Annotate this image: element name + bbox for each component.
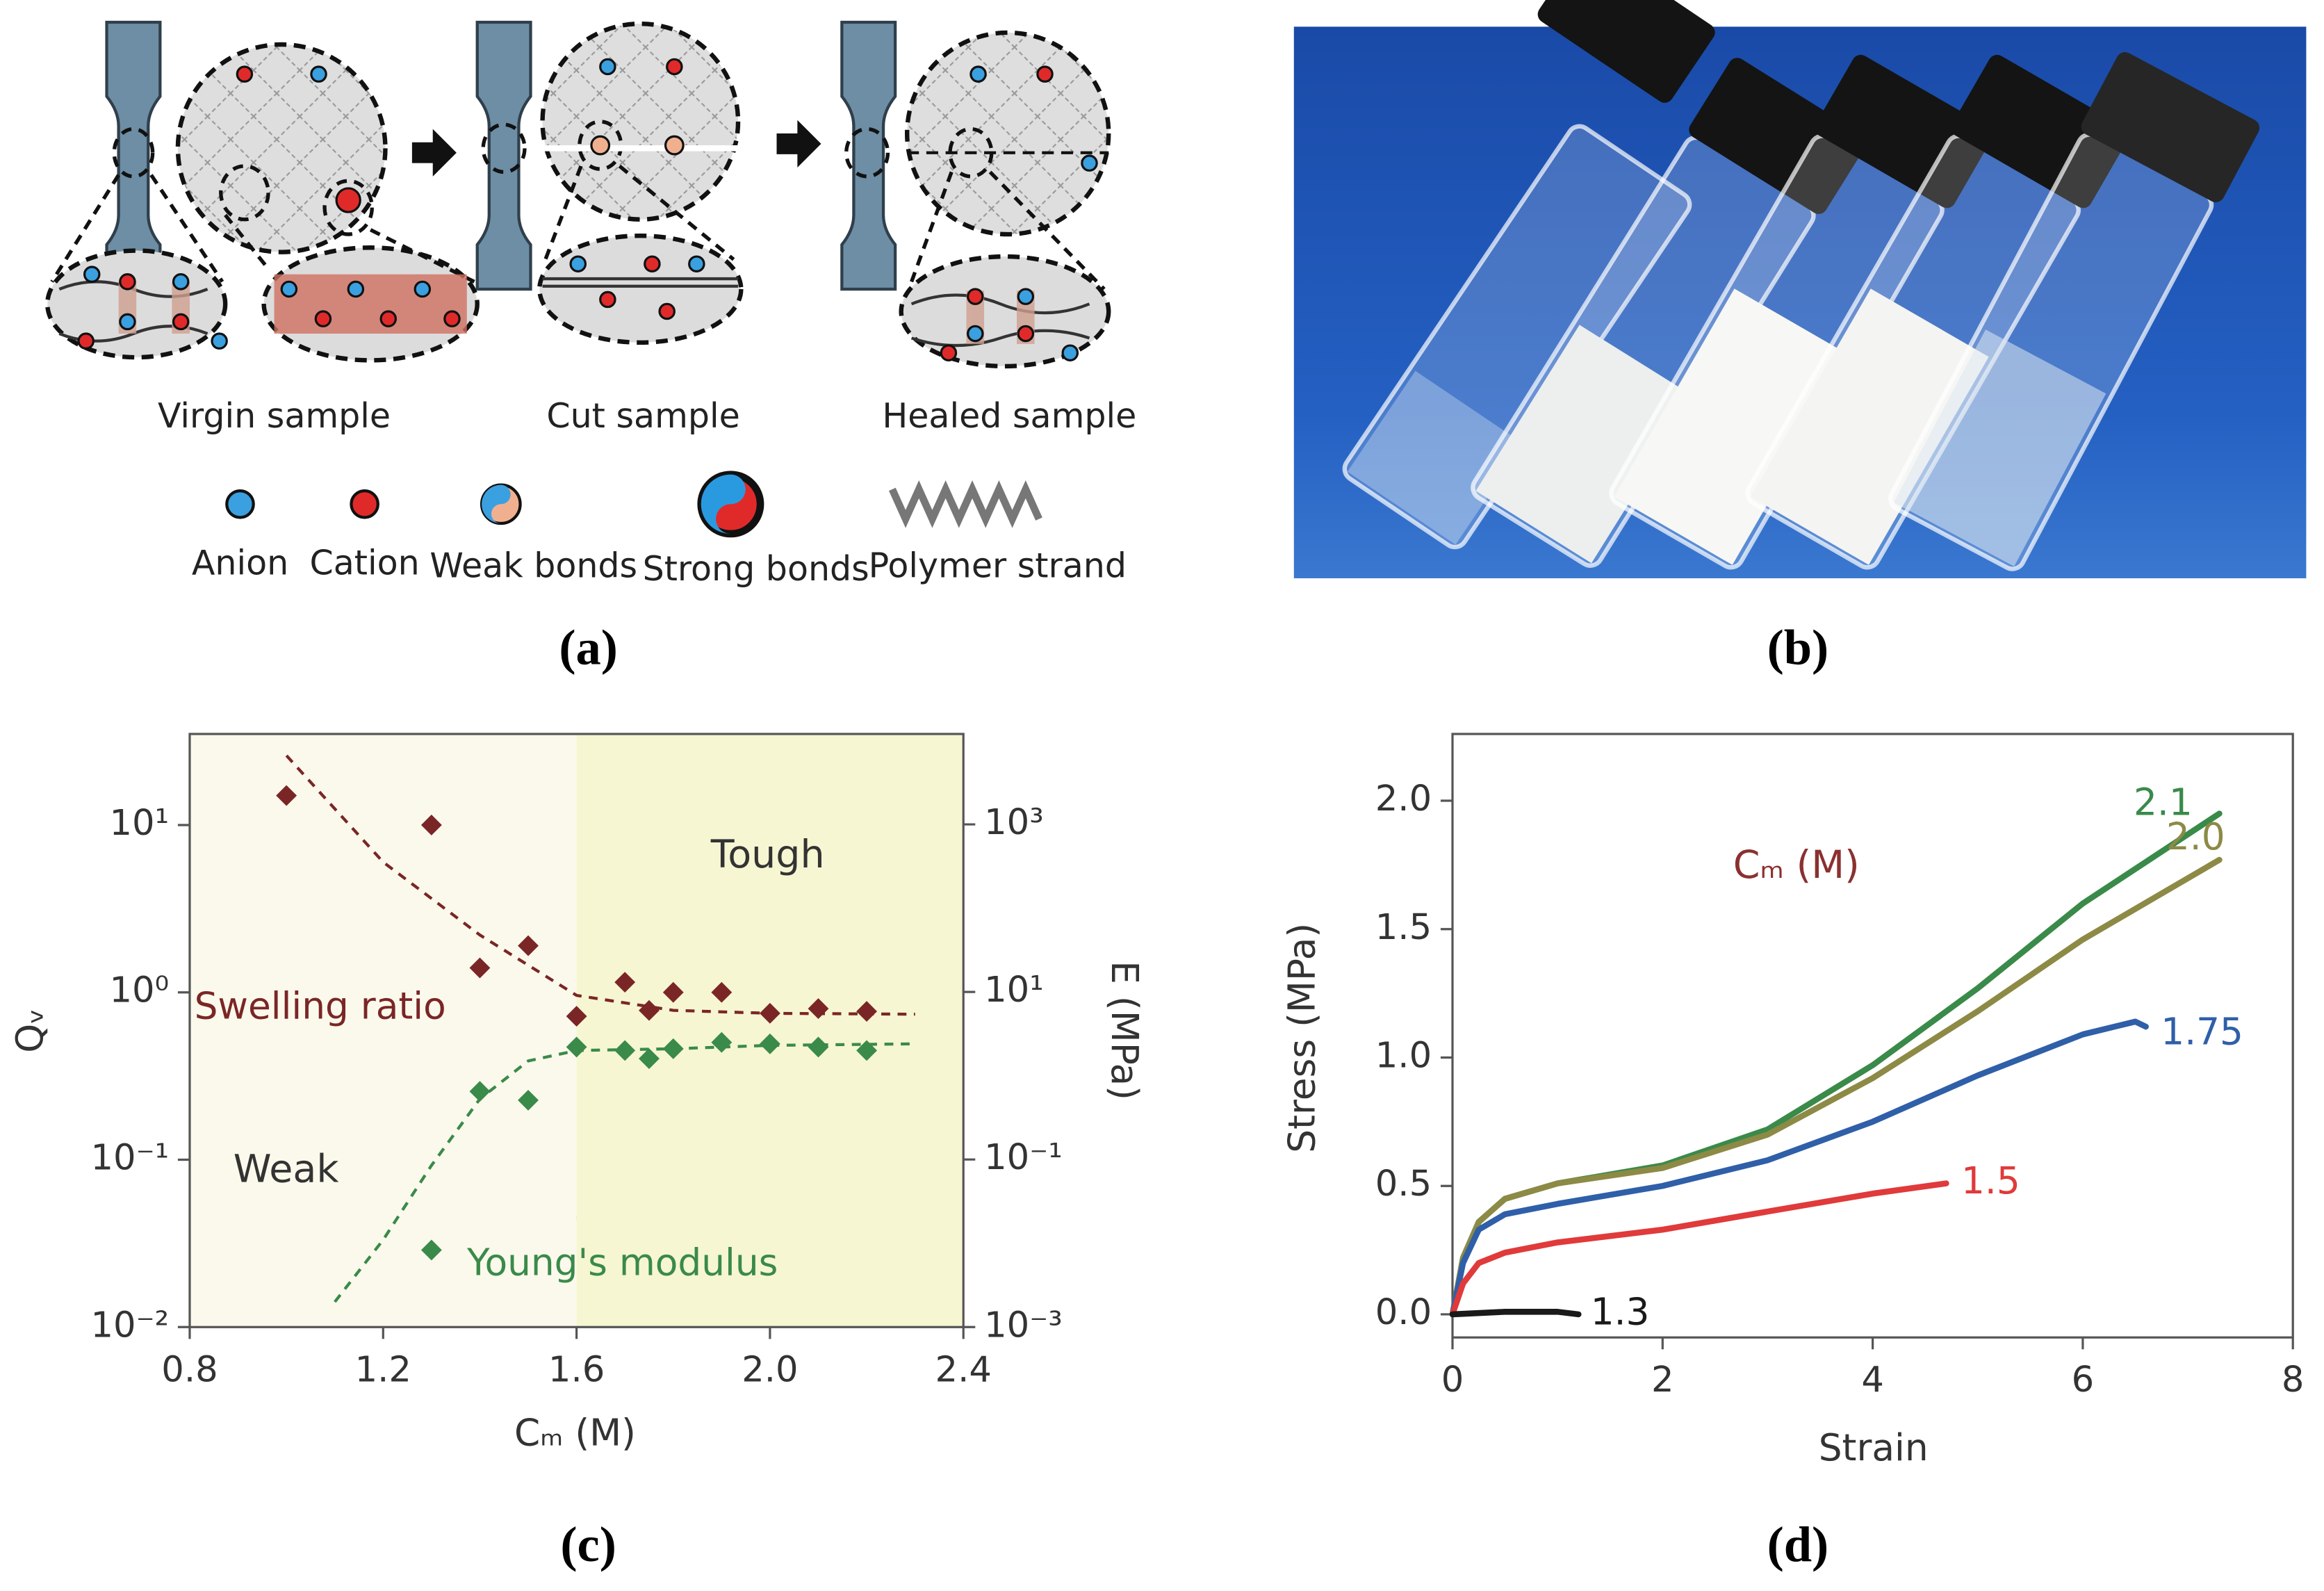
y-tick-label: 10⁰ xyxy=(109,970,169,1011)
marker xyxy=(469,1081,491,1102)
marker xyxy=(276,785,297,806)
stage-label: Cut sample xyxy=(546,395,739,436)
series-line xyxy=(1449,1018,2149,1318)
legend-label: Anion xyxy=(192,542,288,582)
x-tick-label: 0.8 xyxy=(161,1348,218,1390)
marker xyxy=(662,981,684,1003)
x-tick-label: 8 xyxy=(2282,1359,2305,1401)
y-tick-label: 10⁻¹ xyxy=(90,1137,169,1179)
y-tick-label: 2.0 xyxy=(1375,778,1432,819)
series-label: Swelling ratio xyxy=(195,984,446,1027)
series-label: 2.0 xyxy=(2166,815,2225,858)
y2-axis-label: E (MPa) xyxy=(1103,961,1146,1100)
series-label: 2.1 xyxy=(2134,781,2193,824)
region xyxy=(576,733,964,1328)
marker xyxy=(518,935,539,956)
y-tick-label: 0.0 xyxy=(1375,1291,1432,1333)
marker xyxy=(759,1033,780,1054)
panel-b-photo xyxy=(1293,0,2307,578)
y-tick-label: 1.0 xyxy=(1375,1034,1432,1076)
x-tick-label: 1.2 xyxy=(355,1348,411,1390)
marker xyxy=(808,1036,829,1058)
series-line xyxy=(1449,1309,1582,1318)
panel-caption: (c) xyxy=(560,1516,616,1572)
x-tick-label: 4 xyxy=(1861,1359,1884,1401)
x-axis-label: Strain xyxy=(1819,1426,1929,1469)
panel-caption: (b) xyxy=(1767,619,1829,675)
y-tick-label: 1.5 xyxy=(1375,906,1432,948)
y-axis-label: Stress (MPa) xyxy=(1280,923,1323,1153)
region-label: Weak xyxy=(234,1147,339,1191)
panel-caption: (a) xyxy=(559,619,618,675)
y-tick-label: 10⁻² xyxy=(90,1304,169,1346)
legend-title: Cₘ (M) xyxy=(1733,843,1860,888)
region-label: Tough xyxy=(710,833,825,877)
series-label: Young's modulus xyxy=(466,1241,778,1284)
marker xyxy=(566,1006,587,1027)
region xyxy=(189,733,577,1328)
legend-label: Strong bonds xyxy=(643,548,869,589)
legend-label: Weak bonds xyxy=(429,546,637,586)
y2-tick-label: 10³ xyxy=(984,801,1044,843)
x-axis-label: Cₘ (M) xyxy=(514,1412,636,1455)
marker xyxy=(662,1038,684,1059)
legend-label: Polymer strand xyxy=(869,546,1127,586)
x-tick-label: 0 xyxy=(1441,1359,1464,1401)
panel-caption: (d) xyxy=(1767,1516,1829,1572)
stage-label: Healed sample xyxy=(882,395,1136,436)
marker xyxy=(469,957,491,979)
series-line xyxy=(1449,1180,1949,1318)
x-tick-label: 2.0 xyxy=(742,1348,798,1390)
marker xyxy=(566,1036,587,1058)
x-tick-label: 2.4 xyxy=(935,1348,992,1390)
marker xyxy=(614,1040,636,1061)
fit-line xyxy=(334,1042,915,1303)
stage-label: Virgin sample xyxy=(158,395,391,436)
x-tick-label: 2 xyxy=(1651,1359,1674,1401)
legend-label: Cation xyxy=(310,542,420,582)
series-label: 1.75 xyxy=(2161,1010,2243,1053)
marker xyxy=(614,972,636,993)
marker xyxy=(518,1089,539,1111)
y2-tick-label: 10⁻³ xyxy=(984,1304,1063,1346)
marker xyxy=(639,1000,660,1021)
y-axis-label: Qᵥ xyxy=(9,1009,52,1053)
panel-a-diagram xyxy=(45,20,1111,538)
series-label: 1.5 xyxy=(1961,1159,2020,1202)
y2-tick-label: 10¹ xyxy=(984,969,1044,1011)
x-tick-label: 6 xyxy=(2072,1359,2095,1401)
y2-tick-label: 10⁻¹ xyxy=(984,1136,1063,1178)
series-label: 1.3 xyxy=(1591,1291,1650,1334)
y-tick-label: 10¹ xyxy=(109,802,169,844)
panel-a-labels: Virgin sample Cut sample Healed sample A… xyxy=(158,395,1136,589)
x-tick-label: 1.6 xyxy=(548,1348,605,1390)
marker xyxy=(759,1002,780,1024)
marker xyxy=(420,815,442,835)
y-tick-label: 0.5 xyxy=(1375,1163,1432,1205)
